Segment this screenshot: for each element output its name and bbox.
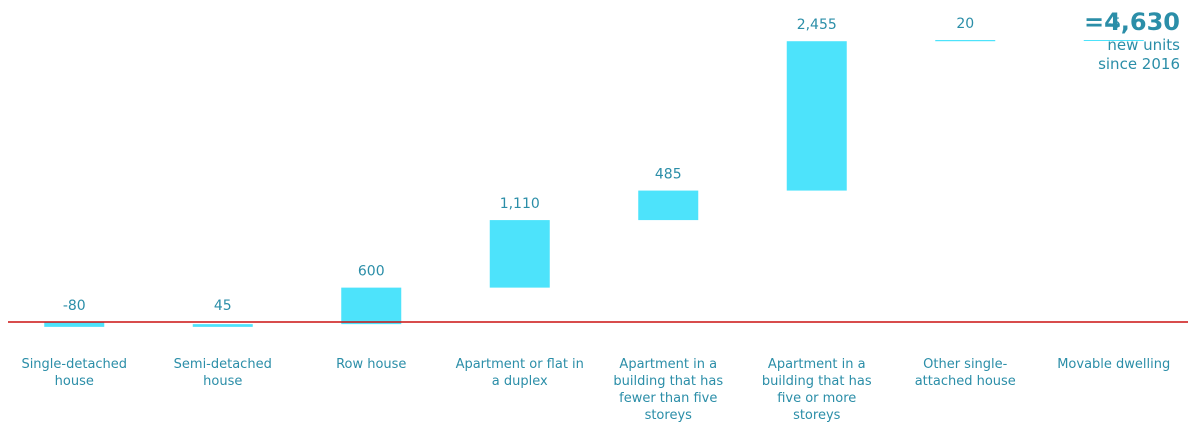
category-label: Apartment or flat in a duplex [455, 357, 584, 389]
total-note: new units since 2016 [1098, 36, 1180, 73]
value-label: 20 [956, 16, 974, 32]
value-label: 1,110 [500, 196, 540, 212]
value-label: -80 [63, 298, 86, 314]
category-label: Single-detached house [21, 357, 128, 389]
total-annotation: =4,630 new units since 2016 [1080, 8, 1180, 74]
bar [44, 322, 105, 327]
category-label: Apartment in a building that has fewer t… [613, 357, 724, 423]
category-label: Row house [336, 357, 407, 372]
bar [1083, 40, 1144, 41]
value-label: 2,455 [797, 17, 837, 33]
value-label: 45 [214, 298, 232, 314]
bar [786, 41, 847, 191]
value-label: 485 [655, 167, 682, 183]
category-label: Semi-detached house [173, 357, 272, 389]
category-label: Apartment in a building that has five or… [761, 357, 872, 423]
bar [341, 287, 402, 325]
bar [192, 324, 253, 327]
category-label: Movable dwelling [1057, 357, 1171, 372]
value-label: -5 [1107, 16, 1121, 32]
value-label: 600 [358, 264, 385, 280]
total-label: =4,630 [1083, 8, 1180, 36]
bar [935, 40, 996, 42]
category-label: Other single-attached house [914, 357, 1016, 389]
bar [489, 220, 550, 288]
bar [638, 190, 699, 221]
